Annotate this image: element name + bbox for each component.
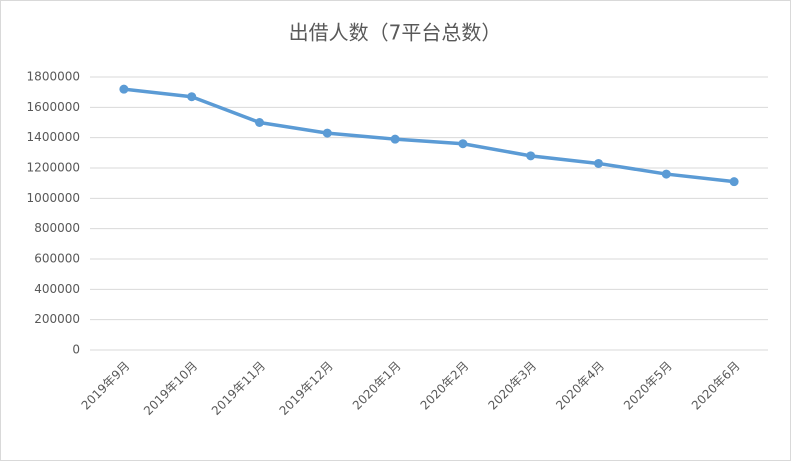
y-tick-label: 800000 <box>34 221 80 235</box>
y-tick-label: 600000 <box>34 252 80 266</box>
point <box>255 118 264 127</box>
y-tick-label: 1600000 <box>27 100 80 114</box>
point <box>390 134 400 144</box>
line <box>123 87 735 184</box>
point <box>458 139 468 149</box>
chart-title: 出借人数（7平台总数） <box>289 21 502 45</box>
point <box>729 177 739 187</box>
point <box>594 158 603 168</box>
y-tick-label: 0 <box>72 343 80 357</box>
y-tick-label: 400000 <box>34 282 80 296</box>
point <box>526 151 536 161</box>
point <box>187 92 197 102</box>
y-tick-label: 1000000 <box>27 191 80 205</box>
y-tick-label: 1200000 <box>27 161 80 175</box>
y-tick-label: 1400000 <box>27 130 80 144</box>
point <box>322 128 332 138</box>
point <box>661 169 671 179</box>
y-tick-label: 1800000 <box>27 70 80 84</box>
y-tick-label: 200000 <box>34 312 80 326</box>
point <box>119 84 129 94</box>
